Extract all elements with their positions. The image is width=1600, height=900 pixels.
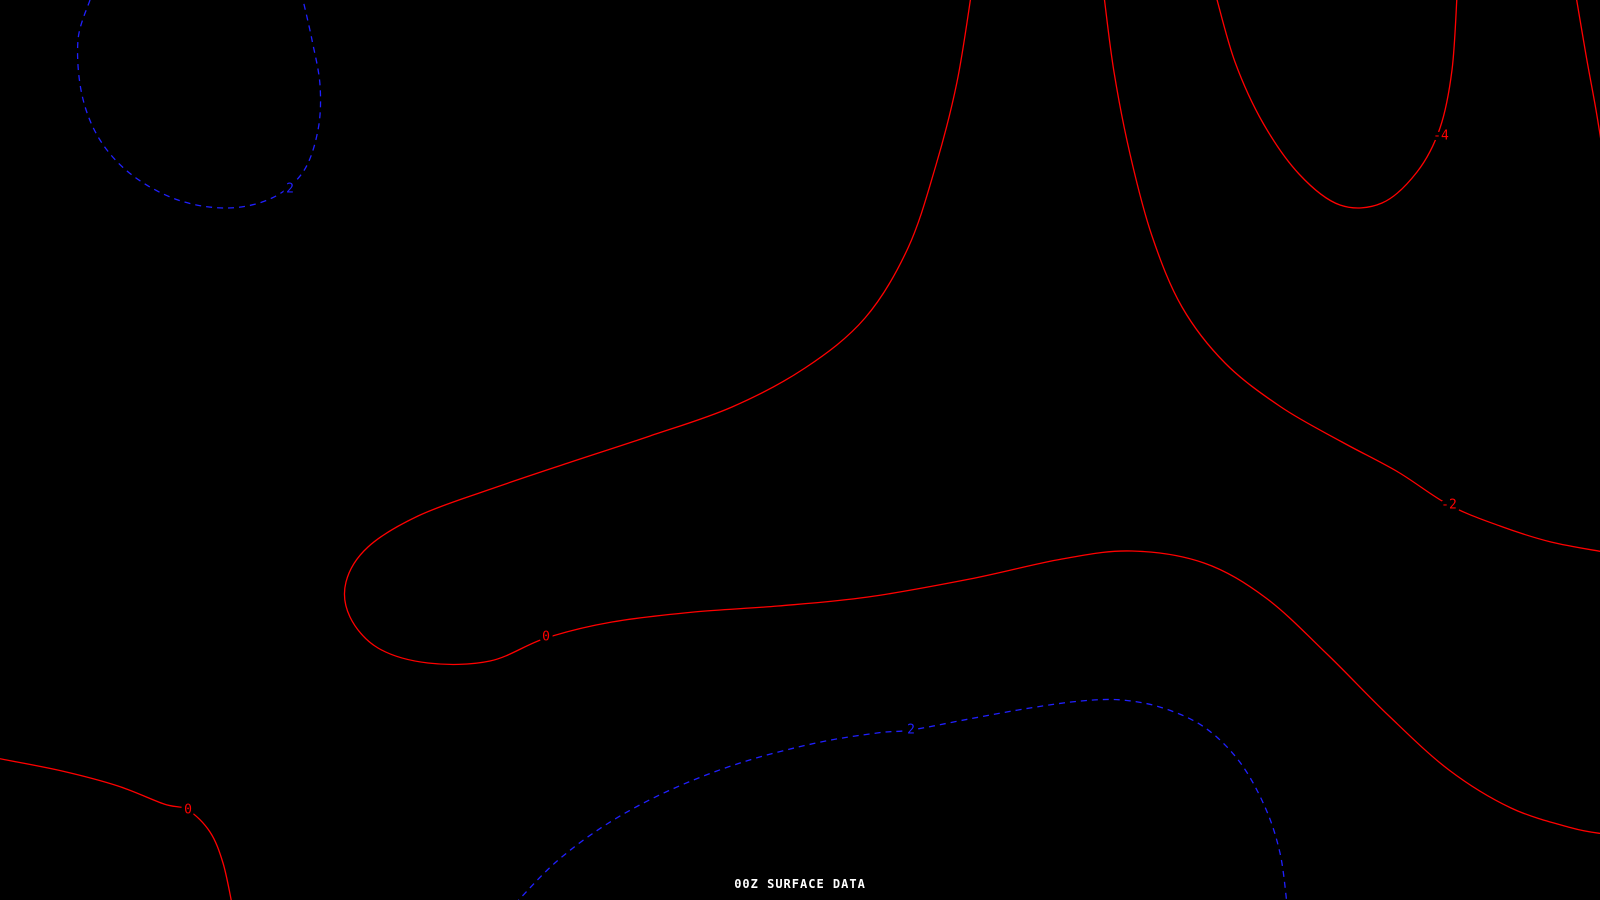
contour-line-minus4-northeast	[1216, 0, 1458, 209]
contour-label-minus2-east: -2	[1441, 498, 1457, 513]
contour-line-pos2-south	[517, 698, 1288, 900]
contour-line-zero-main	[343, 0, 1600, 835]
contour-line-minus2-east	[1103, 0, 1600, 552]
contour-label-pos2-northwest-loop: 2	[286, 182, 294, 197]
contour-line-northeast-corner	[1576, 0, 1600, 139]
contour-line-zero-southwest	[0, 758, 232, 900]
contour-label-pos2-south: 2	[907, 723, 915, 738]
contour-label-zero-main: 0	[542, 630, 550, 645]
contour-label-zero-southwest: 0	[184, 803, 192, 818]
chart-caption: 00Z SURFACE DATA	[734, 877, 866, 891]
contour-label-minus4-northeast: -4	[1433, 129, 1449, 144]
contour-line-pos2-northwest-loop	[76, 0, 322, 209]
